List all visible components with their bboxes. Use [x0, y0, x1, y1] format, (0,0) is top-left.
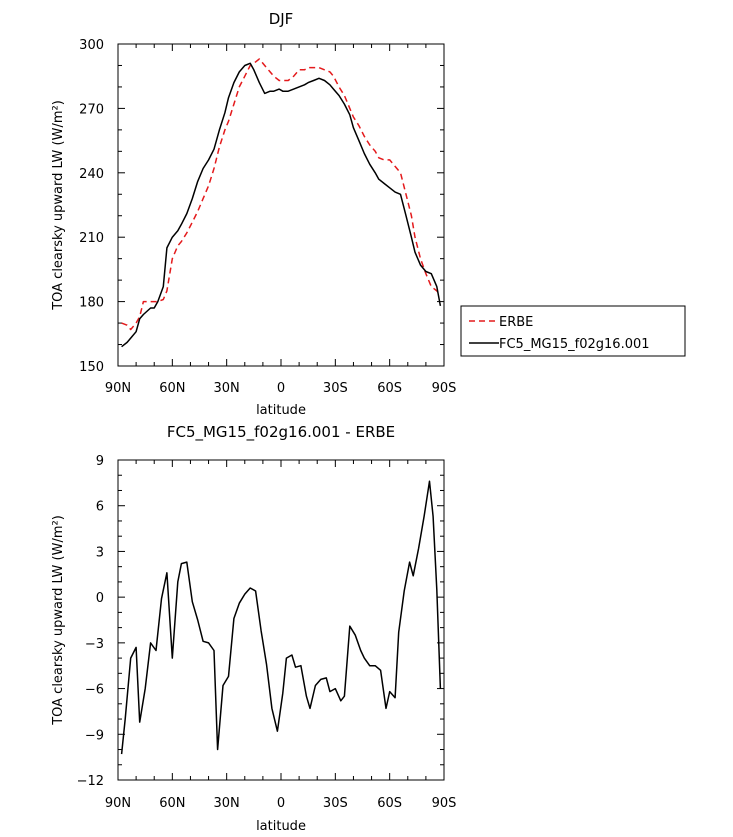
y-axis-label: TOA clearsky upward LW (W/m²) — [51, 515, 66, 726]
x-tick-label: 90S — [432, 381, 457, 396]
y-tick-label: −9 — [85, 728, 104, 743]
x-tick-label: 60S — [377, 796, 402, 811]
y-tick-label: 270 — [79, 102, 104, 117]
y-tick-label: −12 — [77, 774, 104, 789]
x-tick-label: 90S — [432, 796, 457, 811]
x-tick-label: 0 — [277, 381, 285, 396]
legend-box — [460, 305, 686, 357]
x-tick-label: 60N — [159, 796, 185, 811]
x-tick-label: 60S — [377, 381, 402, 396]
y-tick-label: 9 — [96, 454, 104, 469]
y-tick-label: −3 — [85, 637, 104, 652]
y-tick-label: −6 — [85, 683, 104, 698]
y-tick-label: 150 — [79, 360, 104, 375]
plot-frame — [117, 43, 445, 367]
x-tick-label: 90N — [105, 381, 131, 396]
x-tick-label: 60N — [159, 381, 185, 396]
x-axis-label: latitude — [256, 819, 306, 834]
y-axis-label: TOA clearsky upward LW (W/m²) — [51, 100, 66, 311]
y-tick-label: 240 — [79, 167, 104, 182]
y-tick-label: 180 — [79, 296, 104, 311]
x-axis-label: latitude — [256, 403, 306, 418]
series-line-erbe — [121, 58, 441, 331]
x-tick-label: 30N — [214, 381, 240, 396]
series-line-fc5-mg15-f02g16-001-erbe — [120, 480, 442, 755]
x-tick-label: 30S — [323, 381, 348, 396]
y-tick-label: 300 — [79, 38, 104, 53]
y-tick-label: 3 — [96, 545, 104, 560]
x-tick-label: 30S — [323, 796, 348, 811]
y-tick-label: 6 — [96, 500, 104, 515]
legend-label: FC5_MG15_f02g16.001 — [499, 337, 650, 352]
chart-title: FC5_MG15_f02g16.001 - ERBE — [167, 423, 395, 442]
x-tick-label: 30N — [214, 796, 240, 811]
x-tick-label: 90N — [105, 796, 131, 811]
y-tick-label: 210 — [79, 231, 104, 246]
series-line-fc5-mg15-f02g16-001 — [121, 62, 442, 348]
plot-frame — [117, 459, 445, 781]
y-tick-label: 0 — [96, 591, 104, 606]
chart-title: DJF — [269, 10, 294, 28]
x-tick-label: 0 — [277, 796, 285, 811]
legend-label: ERBE — [499, 315, 533, 330]
